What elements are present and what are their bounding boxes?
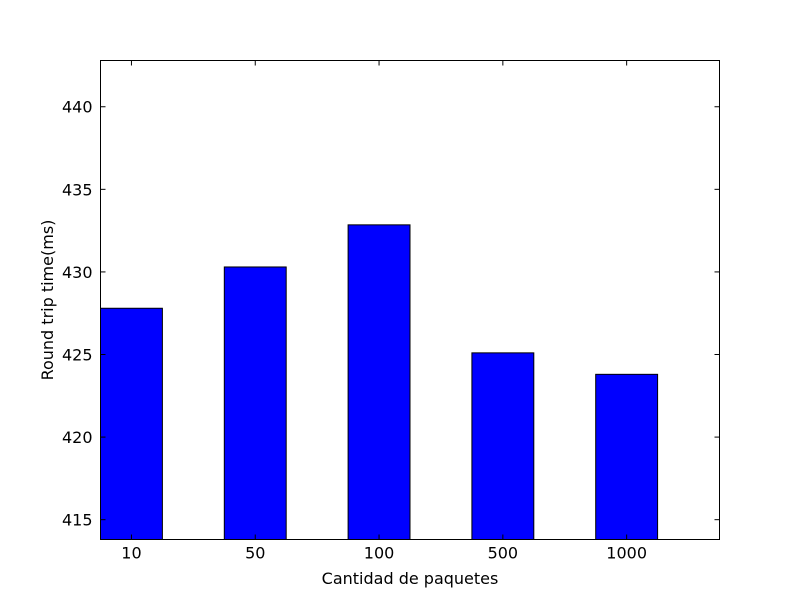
y-tick-label: 440 <box>62 98 93 117</box>
y-tick-label: 415 <box>62 511 93 530</box>
x-tick-label: 1000 <box>606 544 647 563</box>
bars-group <box>100 224 659 540</box>
y-tick-label: 435 <box>62 180 93 199</box>
bar-500 <box>471 352 535 540</box>
y-ticks-group: 415 420 425 430 435 440 <box>62 98 720 530</box>
x-axis-label: Cantidad de paquetes <box>322 569 499 588</box>
plot-frame <box>100 60 720 540</box>
x-tick-label: 100 <box>364 544 395 563</box>
bar-50 <box>223 266 287 540</box>
bar-100 <box>347 224 411 540</box>
x-ticks-group: 10 50 100 500 1000 <box>121 60 647 563</box>
x-tick-label: 50 <box>245 544 265 563</box>
x-tick-label: 10 <box>121 544 141 563</box>
y-axis-label: Round trip time(ms) <box>38 220 57 381</box>
bar-10 <box>100 307 163 540</box>
bar-1000 <box>595 373 659 540</box>
y-tick-label: 425 <box>62 346 93 365</box>
y-tick-label: 430 <box>62 263 93 282</box>
y-tick-label: 420 <box>62 428 93 447</box>
x-tick-label: 500 <box>488 544 519 563</box>
